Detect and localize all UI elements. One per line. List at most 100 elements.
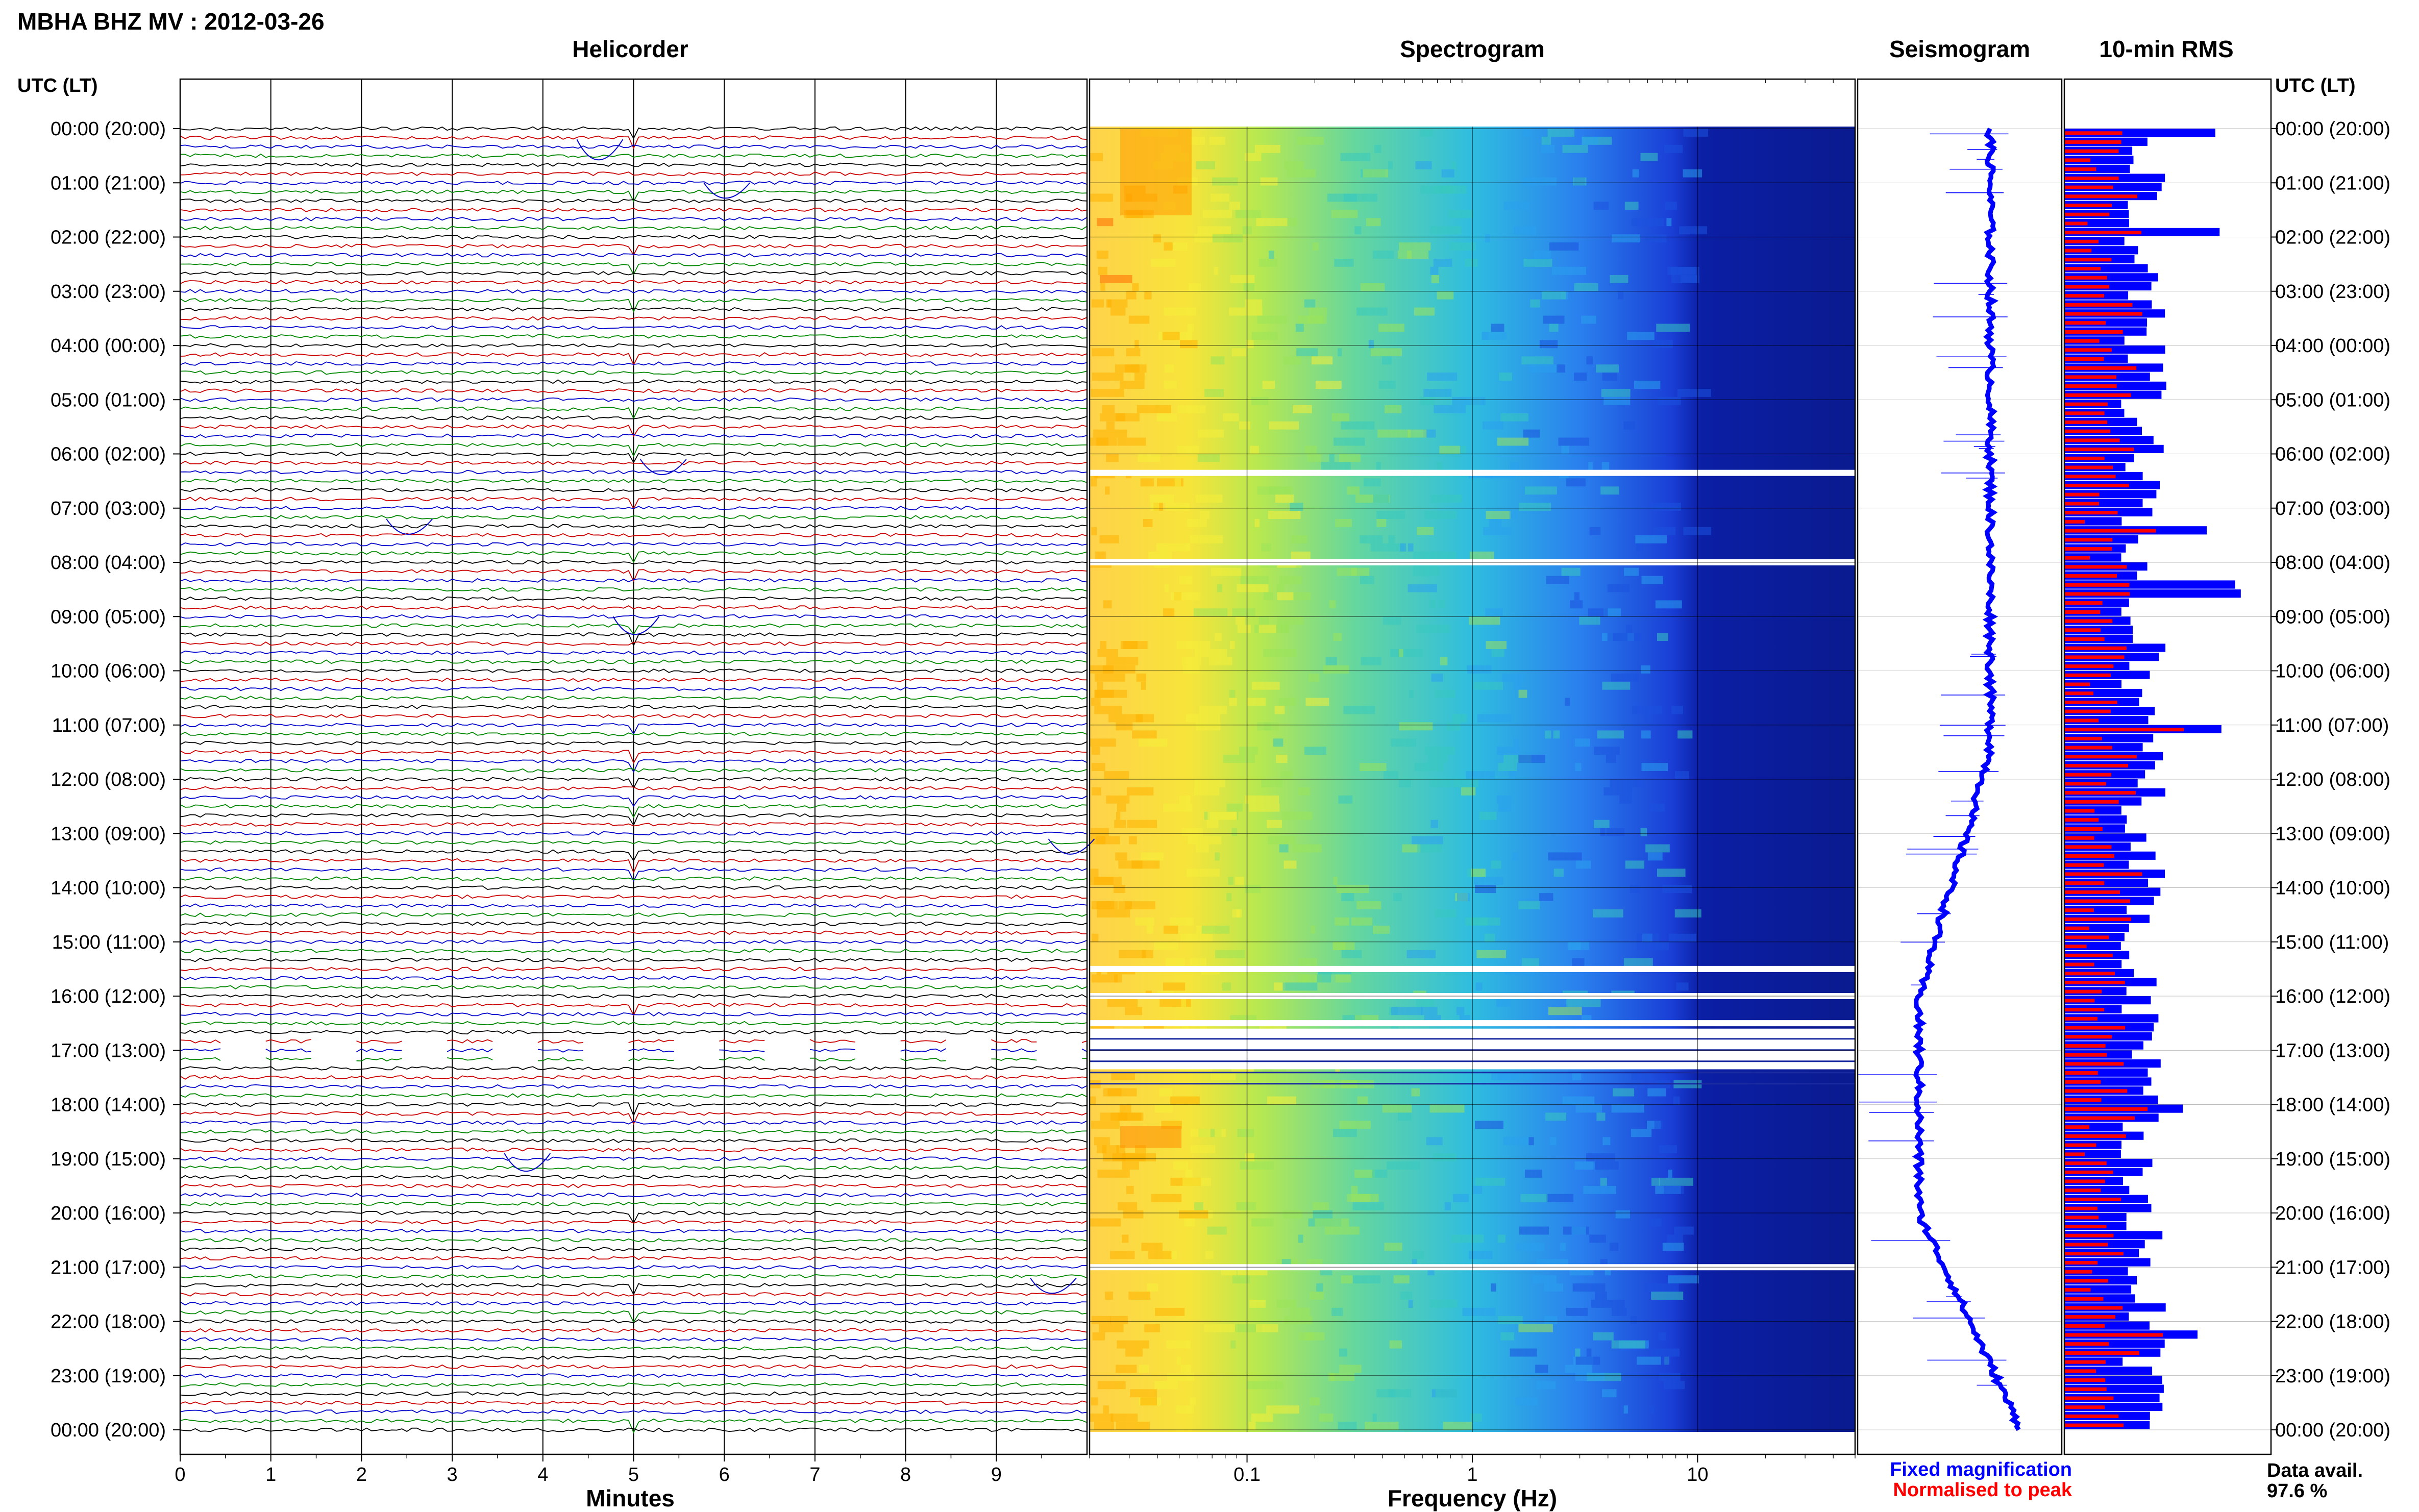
spectrogram-speckle bbox=[1406, 950, 1436, 958]
spectrogram-speckle bbox=[1658, 1332, 1666, 1341]
spectrogram-speckle bbox=[1249, 1300, 1266, 1308]
rms-bar-normalised bbox=[2064, 763, 2128, 767]
time-label-left: 06:00 (02:00) bbox=[51, 444, 166, 465]
rms-bar-normalised bbox=[2064, 691, 2093, 696]
spectrogram-panel bbox=[1090, 127, 1855, 1432]
spectrogram-speckle bbox=[1097, 1381, 1126, 1390]
spectrogram-speckle bbox=[1565, 1365, 1593, 1373]
helicorder-trace bbox=[180, 668, 1088, 674]
spectrogram-speckle bbox=[1208, 657, 1232, 665]
spectrogram-speckle bbox=[1435, 909, 1457, 918]
rms-bar-normalised bbox=[2064, 1098, 2102, 1102]
spectrogram-speckle bbox=[1201, 925, 1230, 934]
time-label-right: 11:00 (07:00) bbox=[2275, 715, 2389, 736]
time-label-left: 10:00 (06:00) bbox=[51, 661, 166, 682]
spectrogram-speckle bbox=[1110, 1251, 1135, 1259]
spectrogram-speckle bbox=[1552, 266, 1587, 275]
helicorder-trace bbox=[180, 1237, 1088, 1243]
spectrogram-speckle bbox=[1561, 567, 1581, 576]
rms-bar-normalised bbox=[2064, 736, 2102, 740]
helicorder-x-tick-label: 6 bbox=[719, 1464, 730, 1485]
helicorder-x-tick-label: 9 bbox=[991, 1464, 1002, 1485]
spectrogram-speckle bbox=[1542, 291, 1566, 300]
spectrogram-speckle bbox=[1518, 755, 1545, 763]
spectrogram-speckle bbox=[1205, 1251, 1214, 1259]
spectrogram-speckle bbox=[1593, 909, 1623, 918]
time-label-left: 07:00 (03:00) bbox=[51, 498, 166, 519]
time-label-right: 08:00 (04:00) bbox=[2275, 552, 2390, 574]
spectrogram-speckle bbox=[1134, 373, 1145, 381]
spectrogram-speckle bbox=[1575, 1373, 1605, 1381]
spectrogram-speckle bbox=[1677, 389, 1711, 397]
spectrogram-speckle bbox=[1668, 1170, 1672, 1178]
time-label-right: 05:00 (01:00) bbox=[2275, 389, 2390, 411]
spectrogram-speckle bbox=[1683, 129, 1709, 137]
spectrogram-speckle bbox=[1275, 1381, 1283, 1390]
spectrogram-speckle bbox=[1602, 373, 1617, 381]
rms-bar-normalised bbox=[2064, 366, 2137, 370]
spectrogram-speckle bbox=[1196, 722, 1221, 731]
spectrogram-speckle bbox=[1249, 1422, 1256, 1430]
helicorder-event bbox=[504, 1153, 551, 1172]
spectrogram-speckle bbox=[1600, 1177, 1607, 1186]
spectrogram-speckle bbox=[1240, 1161, 1274, 1170]
spectrogram-speckle bbox=[1607, 633, 1628, 641]
spectrogram-speckle bbox=[1100, 283, 1105, 291]
helicorder-trace bbox=[180, 144, 1088, 149]
spectrogram-speckle bbox=[1347, 486, 1360, 495]
spectrogram-speckle bbox=[1215, 633, 1222, 641]
seismogram-panel bbox=[1858, 128, 2062, 1431]
spectrogram-speckle bbox=[1166, 958, 1185, 966]
spectrogram-speckle bbox=[1128, 836, 1137, 845]
time-label-right: 16:00 (12:00) bbox=[2275, 986, 2390, 1007]
time-label-right: 10:00 (06:00) bbox=[2275, 661, 2390, 682]
spectrogram-speckle bbox=[1571, 1226, 1586, 1235]
rms-bar-normalised bbox=[2064, 194, 2137, 199]
spectrogram-speckle bbox=[1231, 828, 1238, 836]
spectrogram-speckle bbox=[1420, 129, 1434, 137]
spectrogram-speckle bbox=[1190, 1397, 1196, 1406]
spectrogram-speckle bbox=[1315, 381, 1342, 389]
spectrogram-speckle bbox=[1430, 820, 1439, 828]
spectrogram-speckle bbox=[1574, 373, 1587, 381]
spectrogram-speckle bbox=[1618, 291, 1624, 300]
spectrogram-speckle bbox=[1276, 584, 1285, 592]
spectrogram-speckle bbox=[1341, 421, 1375, 430]
helicorder-trace bbox=[180, 921, 1088, 926]
rms-bar-normalised bbox=[2064, 475, 2116, 479]
spectrogram-speckle bbox=[1683, 169, 1702, 178]
helicorder-trace bbox=[180, 307, 1088, 312]
spectrogram-speckle bbox=[1092, 1332, 1105, 1341]
time-label-left: 08:00 (04:00) bbox=[51, 552, 166, 574]
helicorder-trace bbox=[180, 930, 1088, 935]
spectrogram-speckle bbox=[1479, 811, 1497, 820]
spectrogram-speckle bbox=[1190, 535, 1223, 543]
helicorder-trace bbox=[180, 1183, 1088, 1188]
spectrogram-speckle bbox=[1631, 1072, 1653, 1080]
time-label-left: 21:00 (17:00) bbox=[51, 1257, 166, 1278]
rms-bar-normalised bbox=[2064, 1017, 2097, 1021]
helicorder-trace bbox=[180, 1138, 1088, 1143]
time-label-left: 09:00 (05:00) bbox=[51, 606, 166, 628]
spectrogram-speckle bbox=[1668, 1275, 1699, 1284]
spectrogram-speckle bbox=[1228, 307, 1263, 316]
helicorder-trace bbox=[180, 1075, 1088, 1080]
spectrogram-speckle bbox=[1382, 1104, 1412, 1113]
spectrogram-speckle bbox=[1465, 259, 1478, 267]
rms-bar-normalised bbox=[2064, 1080, 2101, 1084]
helicorder-title: Helicorder bbox=[572, 36, 688, 62]
time-label-left: 05:00 (01:00) bbox=[51, 389, 166, 411]
spectrogram-speckle bbox=[1606, 755, 1616, 763]
rms-bar-normalised bbox=[2064, 818, 2099, 822]
spectrogram-speckle bbox=[1268, 836, 1296, 845]
time-label-right: 21:00 (17:00) bbox=[2275, 1257, 2390, 1278]
helicorder-trace bbox=[180, 1201, 1088, 1206]
spectrogram-speckle bbox=[1215, 1129, 1226, 1137]
rms-bar-normalised bbox=[2064, 1134, 2126, 1138]
rms-bar-normalised bbox=[2064, 1116, 2135, 1120]
helicorder-trace bbox=[180, 487, 1088, 492]
spectrogram-speckle bbox=[1528, 1137, 1534, 1146]
spectrogram-speckle bbox=[1114, 974, 1122, 983]
rms-bar-normalised bbox=[2064, 393, 2131, 397]
spectrogram-speckle bbox=[1165, 503, 1190, 511]
